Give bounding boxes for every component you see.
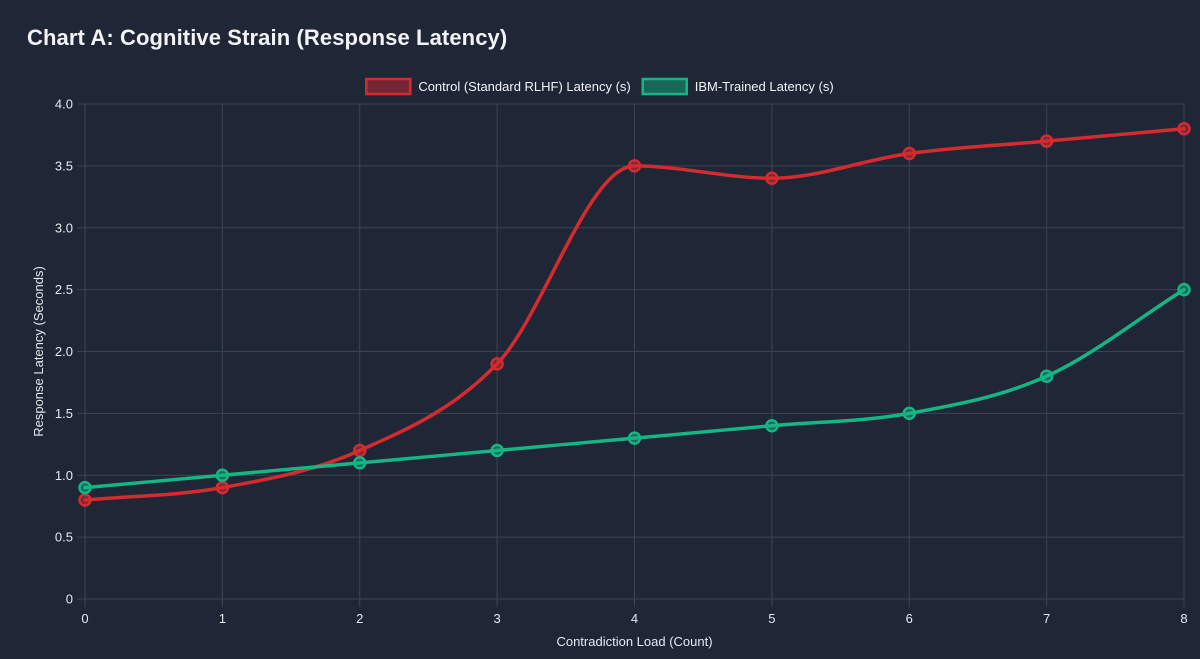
data-point[interactable] (627, 431, 642, 445)
y-tick-label: 4.0 (55, 97, 73, 112)
data-point[interactable] (490, 443, 504, 458)
series-line (83, 287, 1186, 490)
legend-label: IBM-Trained Latency (s) (695, 79, 834, 94)
legend-label: Control (Standard RLHF) Latency (s) (418, 79, 630, 94)
tick-labels: 0 0.5 1.0 1.5 2.0 2.5 3.0 3.5 4.0 0 1 2 3 4 5 6 7 8 (55, 97, 1188, 627)
x-tick-label: 0 (81, 611, 88, 626)
data-point[interactable] (1177, 122, 1191, 136)
data-point[interactable] (1039, 369, 1054, 383)
axis-titles: Contradiction Load (Count) Response Late… (31, 266, 713, 649)
x-tick-label: 1 (219, 611, 226, 626)
x-tick-label: 6 (906, 611, 913, 626)
data-point[interactable] (902, 146, 916, 161)
data-point[interactable] (353, 456, 367, 470)
y-tick-label: 1.5 (55, 406, 73, 421)
y-tick-label: 0 (66, 592, 73, 607)
series-group (78, 122, 1191, 507)
chart-title: Chart A: Cognitive Strain (Response Late… (27, 25, 508, 50)
grid-lines (77, 103, 1185, 607)
y-tick-label: 1.0 (55, 468, 73, 483)
y-tick-label: 2.5 (55, 282, 73, 297)
data-point[interactable] (215, 468, 230, 482)
data-point[interactable] (490, 357, 504, 371)
legend-swatch (641, 77, 688, 96)
legend-item[interactable]: Control (Standard RLHF) Latency (s) (365, 77, 631, 96)
x-tick-label: 8 (1180, 611, 1187, 626)
data-point[interactable] (215, 480, 230, 495)
data-point[interactable] (1039, 134, 1054, 148)
y-tick-label: 3.0 (55, 220, 73, 235)
data-point[interactable] (765, 171, 779, 185)
series-line (83, 127, 1186, 502)
legend-swatch (365, 77, 412, 96)
data-point[interactable] (627, 159, 642, 173)
data-point[interactable] (765, 419, 779, 433)
y-axis-title: Response Latency (Seconds) (31, 266, 46, 437)
x-tick-label: 4 (631, 611, 638, 626)
y-tick-label: 3.5 (55, 158, 73, 173)
y-tick-label: 0.5 (55, 530, 73, 545)
x-tick-label: 5 (768, 611, 775, 626)
x-tick-label: 2 (356, 611, 363, 626)
data-point[interactable] (1177, 282, 1191, 297)
series-ibm-trained (78, 282, 1191, 495)
legend: Control (Standard RLHF) Latency (s) IBM-T… (365, 77, 834, 96)
x-axis-title: Contradiction Load (Count) (556, 634, 712, 649)
data-point[interactable] (78, 480, 92, 495)
series-control (78, 122, 1191, 507)
data-point[interactable] (902, 406, 916, 421)
x-tick-label: 7 (1043, 611, 1050, 626)
x-tick-label: 3 (494, 611, 501, 626)
y-tick-label: 2.0 (55, 344, 73, 359)
data-point[interactable] (353, 443, 367, 458)
data-point[interactable] (78, 493, 92, 507)
legend-item[interactable]: IBM-Trained Latency (s) (641, 77, 834, 96)
